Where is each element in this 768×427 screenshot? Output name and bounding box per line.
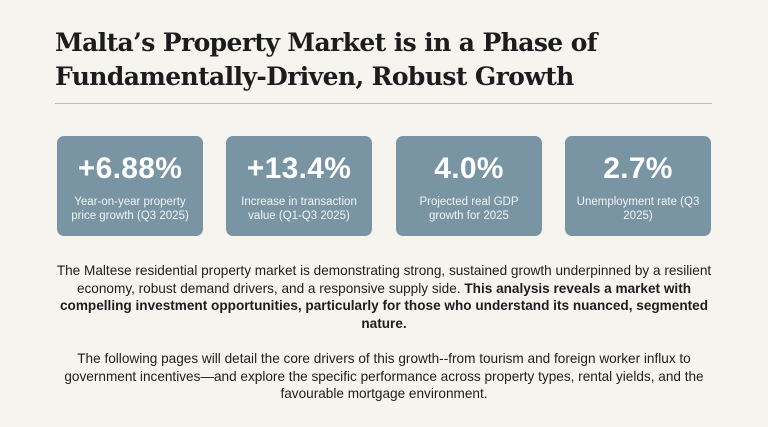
stat-card-price-growth: +6.88% Year-on-year property price growt… (57, 136, 203, 236)
intro-paragraph: The Maltese residential property market … (40, 262, 728, 332)
stat-label: Year-on-year property price growth (Q3 2… (71, 196, 189, 222)
stat-label: Projected real GDP growth for 2025 (419, 196, 519, 222)
page-title-line-2: Fundamentally-Driven, Robust Growth (55, 62, 574, 91)
stat-card-transaction-value: +13.4% Increase in transaction value (Q1… (226, 136, 372, 236)
title-divider (55, 103, 712, 104)
stat-card-gdp-growth: 4.0% Projected real GDP growth for 2025 (396, 136, 542, 236)
stat-label: Increase in transaction value (Q1-Q3 202… (241, 196, 357, 222)
intro-text: The Maltese residential property market … (56, 263, 712, 296)
outro-paragraph: The following pages will detail the core… (64, 351, 704, 401)
page-title-line-1: Malta’s Property Market is in a Phase of (55, 28, 598, 57)
stat-value: 2.7% (603, 152, 673, 185)
stat-value: 4.0% (434, 152, 504, 185)
stat-card-unemployment: 2.7% Unemployment rate (Q3 2025) (565, 136, 711, 236)
stat-value: +13.4% (246, 152, 352, 185)
intro-bold-text: This analysis reveals a market with comp… (59, 280, 709, 331)
stat-label: Unemployment rate (Q3 2025) (576, 196, 700, 222)
stat-value: +6.88% (77, 152, 183, 185)
page-title: Malta’s Property Market is in a Phase of… (55, 26, 715, 94)
stat-cards: +6.88% Year-on-year property price growt… (57, 136, 711, 236)
